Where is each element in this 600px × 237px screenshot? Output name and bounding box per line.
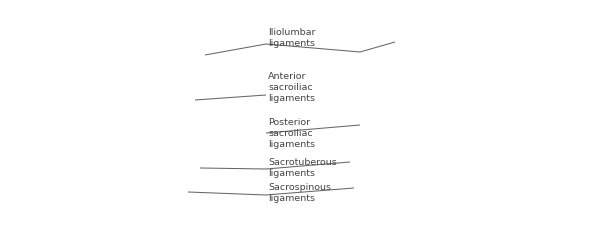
Text: Posterior
sacroiliac
ligaments: Posterior sacroiliac ligaments: [268, 118, 315, 149]
Text: Iliolumbar
ligaments: Iliolumbar ligaments: [268, 28, 316, 48]
Text: Sacrospinous
ligaments: Sacrospinous ligaments: [268, 183, 331, 203]
Text: Anterior
sacroiliac
ligaments: Anterior sacroiliac ligaments: [268, 72, 315, 103]
Text: Sacrotuberous
ligaments: Sacrotuberous ligaments: [268, 158, 337, 178]
